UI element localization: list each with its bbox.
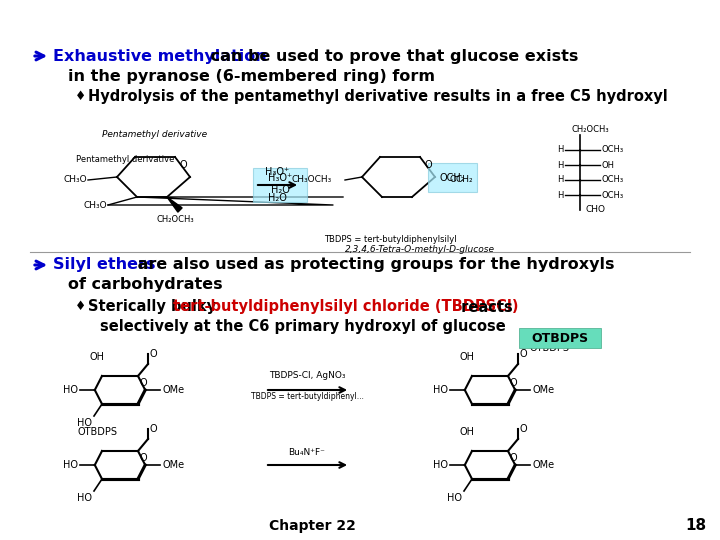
Text: H: H [557,160,563,170]
Text: OCH₂: OCH₂ [450,176,474,185]
Text: OMe: OMe [532,385,554,395]
Text: reacts: reacts [456,300,513,314]
Text: CH₂OCH₃: CH₂OCH₃ [156,215,194,224]
Text: Hydrolysis of the pentamethyl derivative results in a free C5 hydroxyl: Hydrolysis of the pentamethyl derivative… [88,90,667,105]
Text: O: O [510,378,517,388]
Text: HO: HO [433,460,448,470]
Text: CH₃O: CH₃O [63,176,87,185]
Text: O: O [140,453,147,463]
Text: CH₂OCH₃: CH₂OCH₃ [571,125,609,134]
Text: Bu₄N⁺F⁻: Bu₄N⁺F⁻ [289,448,325,457]
Text: OCH₃: OCH₃ [602,191,624,199]
Text: Sterically bulky: Sterically bulky [88,300,221,314]
Text: O: O [150,349,158,359]
Text: OMe: OMe [532,460,554,470]
Text: ♦: ♦ [75,91,86,104]
Text: in the pyranose (6-membered ring) form: in the pyranose (6-membered ring) form [68,69,435,84]
Text: Pentamethyl derivative: Pentamethyl derivative [102,130,207,139]
Text: CH₃OCH₃: CH₃OCH₃ [292,176,332,185]
Text: HO: HO [63,385,78,395]
Text: Silyl ethers: Silyl ethers [53,258,156,273]
Text: 2,3,4,6-Tetra-O-methyl-D-glucose: 2,3,4,6-Tetra-O-methyl-D-glucose [345,245,495,254]
Text: O: O [424,160,432,170]
FancyBboxPatch shape [428,163,477,192]
Text: CH₃O: CH₃O [84,200,107,210]
Text: 18: 18 [685,518,706,534]
FancyBboxPatch shape [519,328,601,348]
Text: O: O [520,424,528,434]
Text: OCH₃: OCH₃ [602,176,624,185]
Text: Exhaustive methylation: Exhaustive methylation [53,49,266,64]
Text: OTBDPS: OTBDPS [531,332,588,345]
Text: TBDPS-Cl, AgNO₃: TBDPS-Cl, AgNO₃ [269,371,346,380]
Polygon shape [167,197,182,212]
Text: HO: HO [77,418,92,428]
Text: Chapter 22: Chapter 22 [269,519,356,533]
Text: H₃O⁺: H₃O⁺ [265,167,289,177]
Text: OH: OH [459,352,474,362]
Text: of carbohydrates: of carbohydrates [68,278,222,293]
Text: OTBDPS: OTBDPS [77,427,117,437]
FancyBboxPatch shape [253,168,307,202]
Text: selectively at the C6 primary hydroxyl of glucose: selectively at the C6 primary hydroxyl o… [100,320,505,334]
Text: H: H [557,176,563,185]
Text: OMe: OMe [162,460,184,470]
Text: TBDPS = tert-butyldiphenylsilyl: TBDPS = tert-butyldiphenylsilyl [324,235,456,244]
Text: OH: OH [89,352,104,362]
Text: OH: OH [459,427,474,437]
Text: are also used as protecting groups for the hydroxyls: are also used as protecting groups for t… [132,258,614,273]
Text: OCH₂: OCH₂ [439,173,465,183]
Text: HO: HO [77,493,92,503]
Text: O: O [140,378,147,388]
Text: can be used to prove that glucose exists: can be used to prove that glucose exists [205,49,578,64]
Text: OMe: OMe [162,385,184,395]
Text: HO: HO [433,385,448,395]
Text: H₃O⁺
H₂O: H₃O⁺ H₂O [268,173,292,195]
Text: Pentamethyl derivative: Pentamethyl derivative [76,155,174,164]
Text: O: O [179,160,186,170]
Text: ♦: ♦ [75,300,86,314]
Text: OCH₃: OCH₃ [602,145,624,154]
Text: HO: HO [63,460,78,470]
Text: HO: HO [447,493,462,503]
Text: O: O [150,424,158,434]
Text: tert-butyldiphenylsilyl chloride (TBDPSCl): tert-butyldiphenylsilyl chloride (TBDPSC… [173,300,518,314]
Text: H: H [557,191,563,199]
Text: O: O [510,453,517,463]
Text: O: O [520,349,528,359]
Text: H: H [557,145,563,154]
Text: H₂O: H₂O [268,193,287,203]
Text: CHO: CHO [585,206,605,214]
Text: OH: OH [602,160,615,170]
Text: OTBDPS: OTBDPS [530,343,570,353]
Text: TBDPS = tert-butyldiphenyl...: TBDPS = tert-butyldiphenyl... [251,392,364,401]
